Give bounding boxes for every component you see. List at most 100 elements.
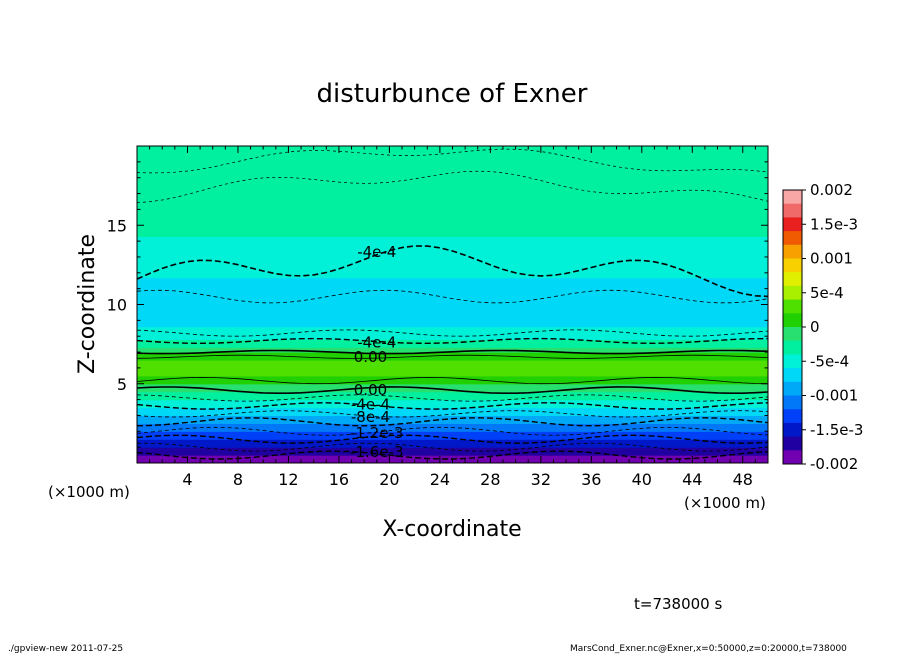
y-tick-label: 10	[107, 296, 127, 315]
field-band	[137, 263, 768, 266]
field-band	[137, 215, 768, 218]
field-band	[137, 396, 768, 399]
field-band	[137, 394, 768, 398]
field-band	[137, 236, 768, 239]
field-band	[137, 383, 768, 386]
colorbar-segment	[783, 395, 802, 410]
x-tick-label: 20	[379, 470, 399, 489]
field-band	[137, 291, 768, 295]
field-band	[137, 256, 768, 260]
time-annotation: t=738000 s	[634, 595, 722, 613]
field-band	[137, 252, 768, 255]
contour-line	[137, 148, 768, 174]
colorbar-label: 5e-4	[810, 284, 844, 302]
field-band	[137, 245, 768, 249]
x-tick-label: 4	[182, 470, 192, 489]
colorbar-segment	[783, 354, 802, 369]
colorbar-segment	[783, 381, 802, 396]
footer-right: MarsCond_Exner.nc@Exner,x=0:50000,z=0:20…	[570, 644, 847, 654]
field-band	[137, 160, 768, 163]
field-band	[137, 310, 768, 314]
x-axis-title: X-coordinate	[382, 517, 521, 542]
field-band	[137, 345, 768, 348]
field-band	[137, 207, 768, 210]
contour-label: 0.00	[354, 381, 387, 399]
field-band	[137, 428, 768, 431]
field-band	[137, 423, 768, 426]
field-band	[137, 290, 768, 293]
field-band	[137, 294, 768, 298]
field-band	[137, 371, 768, 374]
field-band	[137, 378, 768, 382]
field-band	[137, 418, 768, 421]
field-band	[137, 196, 768, 199]
colorbar-segment	[783, 409, 802, 424]
field-band	[137, 337, 768, 340]
field-band	[137, 203, 768, 206]
field-band	[137, 455, 768, 458]
field-band	[137, 320, 768, 323]
contour-label: -1.6e-3	[350, 443, 403, 461]
field-band	[137, 377, 768, 380]
field-band	[137, 401, 768, 404]
x-tick-label: 24	[430, 470, 450, 489]
field-band	[137, 385, 768, 388]
field-band	[137, 260, 768, 263]
field-band	[137, 182, 768, 185]
field-band	[137, 184, 768, 187]
field-band	[137, 242, 768, 245]
colorbar-segment	[783, 340, 802, 355]
field-band	[137, 359, 768, 363]
field-band	[137, 158, 768, 161]
colorbar-label: 1.5e-3	[810, 215, 858, 233]
field-band	[137, 168, 768, 171]
field-band	[137, 339, 768, 342]
field-band	[137, 331, 768, 334]
field-band	[137, 279, 768, 282]
field-band	[137, 363, 768, 366]
colorbar-label: -0.001	[810, 387, 858, 405]
x-axis: 4 8 12 16 20 24 28 32 36 40 44 48	[149, 146, 756, 489]
field-band	[137, 393, 768, 396]
colorbar-segment	[783, 203, 802, 218]
field-band	[137, 218, 768, 222]
contour-label: -4e-4	[357, 243, 396, 261]
field-band	[137, 321, 768, 325]
field-band	[137, 336, 768, 339]
field-band	[137, 333, 768, 336]
field-band	[137, 204, 768, 207]
contour-line	[137, 450, 768, 460]
field-band	[137, 249, 768, 252]
field-bands	[137, 146, 768, 463]
field-band	[137, 451, 768, 455]
contour-line	[137, 376, 768, 385]
field-band	[137, 258, 768, 261]
field-band	[137, 288, 768, 291]
field-band	[137, 174, 768, 177]
field-band	[137, 342, 768, 345]
field-band	[137, 421, 768, 424]
field-band	[137, 209, 768, 212]
colorbar-label: -0.002	[810, 455, 858, 473]
field-band	[137, 391, 768, 394]
field-band	[137, 358, 768, 361]
field-band	[137, 348, 768, 352]
field-band	[137, 410, 768, 413]
field-band	[137, 230, 768, 233]
contour-line	[137, 349, 768, 355]
field-band	[137, 163, 768, 166]
contour-line	[137, 410, 768, 418]
field-band	[137, 283, 768, 287]
field-band	[137, 326, 768, 329]
field-band	[137, 239, 768, 242]
field-band	[137, 301, 768, 304]
y-tick-label: 15	[107, 216, 127, 235]
field-band	[137, 172, 768, 176]
field-band	[137, 268, 768, 271]
y-axis: 5 10 15	[107, 161, 768, 448]
colorbar-label: -1.5e-3	[810, 421, 863, 439]
field-band	[137, 318, 768, 321]
x-tick-label: 36	[581, 470, 601, 489]
field-band	[137, 153, 768, 157]
colorbar-segment	[783, 422, 802, 438]
